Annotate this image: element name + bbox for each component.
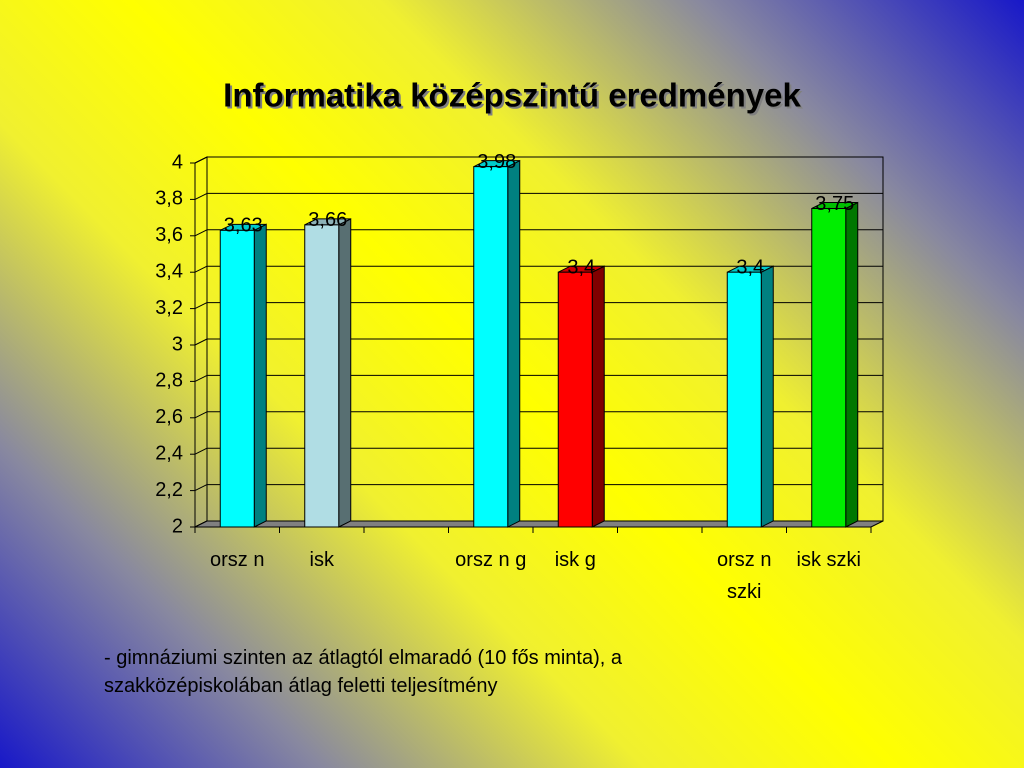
y-tick-label: 3,8: [155, 188, 183, 210]
grid-line-side: [194, 447, 208, 455]
x-tick-label: orsz n: [210, 549, 265, 571]
bar-side: [591, 265, 605, 528]
grid-line-side: [194, 302, 208, 310]
y-tick-label: 2,2: [155, 479, 183, 501]
grid-line-side: [194, 156, 208, 164]
data-label: 3,66: [308, 209, 347, 231]
bar: [811, 208, 847, 528]
bar-side: [845, 201, 859, 528]
y-tick-label: 2: [172, 515, 183, 537]
y-tick-label: 2,6: [155, 406, 183, 428]
data-label: 3,63: [224, 215, 263, 237]
bar: [304, 224, 340, 528]
chart-title-shadow: Informatika középszintű eredmények: [225, 79, 803, 116]
x-tick-label: isk szki: [796, 549, 861, 571]
bar-side: [507, 159, 521, 528]
bar: [219, 229, 255, 528]
data-label: 3,75: [815, 193, 854, 215]
floor: [194, 520, 884, 528]
grid-line-side: [194, 229, 208, 237]
y-tick-label: 3,4: [155, 260, 183, 282]
grid-line-side: [194, 484, 208, 492]
bar: [557, 271, 593, 528]
bar-side: [338, 218, 352, 528]
x-tick-label: orsz n szki: [717, 549, 772, 603]
x-tick-label: isk: [309, 549, 334, 571]
grid-line-side: [194, 374, 208, 382]
y-tick-label: 4: [172, 151, 183, 173]
data-label: 3,4: [736, 256, 764, 278]
bar-side: [760, 265, 774, 528]
grid-line-side: [194, 265, 208, 273]
bar: [473, 166, 509, 528]
chart-title: Informatika középszintű eredmények: [223, 77, 801, 114]
y-tick-label: 3: [172, 333, 183, 355]
y-tick-label: 2,8: [155, 370, 183, 392]
data-label: 3,98: [477, 151, 516, 173]
y-tick-label: 2,4: [155, 442, 183, 464]
grid-line-side: [194, 411, 208, 419]
note: - gimnáziumi szinten az átlagtól elmarad…: [104, 647, 623, 697]
data-label: 3,4: [567, 256, 595, 278]
bar: [726, 271, 762, 528]
bar-side: [253, 223, 267, 528]
x-tick-label: orsz n g: [455, 549, 527, 571]
grid-line-side: [194, 338, 208, 346]
grid-line-side: [194, 192, 208, 200]
y-tick-label: 3,2: [155, 297, 183, 319]
x-tick-label: isk g: [554, 549, 596, 571]
y-tick-label: 3,6: [155, 224, 183, 246]
